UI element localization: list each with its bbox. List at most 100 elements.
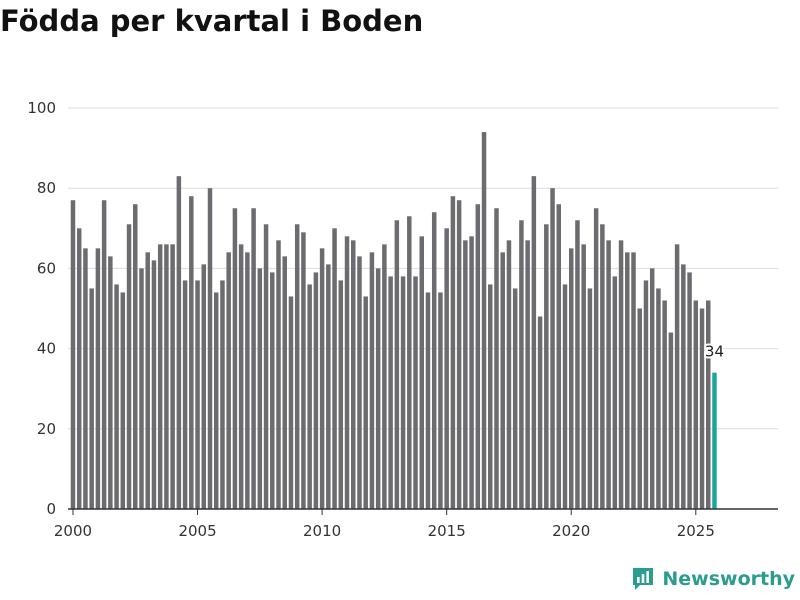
bar <box>438 292 443 509</box>
bar <box>338 280 344 509</box>
bar <box>133 204 138 510</box>
bar <box>363 296 368 509</box>
bar <box>693 300 699 509</box>
bar <box>245 252 250 510</box>
bar <box>475 204 481 510</box>
x-tick-label: 2000 <box>54 522 92 540</box>
bar <box>550 188 555 509</box>
brand-logo: Newsworthy <box>631 566 795 592</box>
bar <box>201 264 207 509</box>
last-value-label: 34 <box>705 343 724 361</box>
bar <box>375 268 381 509</box>
bar <box>500 252 505 510</box>
bar <box>431 212 437 509</box>
bar <box>606 240 611 509</box>
bar <box>469 236 474 509</box>
chart-title: Födda per kvartal i Boden <box>0 4 424 38</box>
bar <box>120 292 126 509</box>
bar <box>544 224 549 510</box>
bar <box>562 284 568 509</box>
bar <box>313 272 319 509</box>
bar <box>357 256 362 509</box>
bar <box>525 240 530 509</box>
y-tick-label: 20 <box>37 420 56 438</box>
bar <box>282 256 287 509</box>
bar <box>232 208 238 509</box>
bar <box>114 284 119 509</box>
bar <box>488 284 493 509</box>
bar-latest <box>712 372 717 509</box>
y-tick-label: 80 <box>37 179 56 197</box>
bar <box>519 220 524 509</box>
bar <box>400 276 406 509</box>
bar <box>257 268 263 509</box>
bar <box>687 272 692 509</box>
bar <box>382 244 387 509</box>
y-tick-label: 40 <box>37 340 56 358</box>
bar <box>699 308 705 509</box>
bar <box>407 216 412 509</box>
bar <box>351 240 356 509</box>
bar <box>425 292 431 509</box>
bar <box>625 252 630 510</box>
bar <box>456 200 462 510</box>
bar <box>101 200 107 510</box>
bar <box>388 276 393 509</box>
bar <box>139 268 144 509</box>
bar <box>681 264 686 509</box>
bar <box>575 220 580 509</box>
bar <box>108 256 113 509</box>
bar <box>649 268 655 509</box>
bar <box>618 240 624 509</box>
y-tick-label: 60 <box>37 259 56 277</box>
bar <box>76 228 82 510</box>
bar <box>581 244 586 509</box>
bar <box>463 240 468 509</box>
bar <box>531 176 537 510</box>
bar <box>326 264 331 509</box>
bar <box>369 252 375 510</box>
bar <box>706 300 711 509</box>
x-tick-label: 2025 <box>677 522 715 540</box>
bar <box>70 200 76 510</box>
bar <box>494 208 499 509</box>
bar <box>674 244 680 509</box>
bar <box>157 244 163 509</box>
newsworthy-logo-icon <box>633 568 654 590</box>
x-tick-label: 2005 <box>178 522 216 540</box>
bar <box>600 224 605 510</box>
bar <box>251 208 256 509</box>
bar <box>344 236 350 509</box>
bar <box>419 236 424 509</box>
bar <box>450 196 456 509</box>
bar <box>270 272 275 509</box>
bar <box>643 280 649 509</box>
bar <box>307 284 312 509</box>
bar <box>637 308 642 509</box>
bar <box>668 332 674 509</box>
bar <box>319 248 325 509</box>
bar <box>537 316 543 509</box>
bar <box>238 244 244 509</box>
bar <box>568 248 574 509</box>
x-tick-label: 2015 <box>428 522 466 540</box>
y-tick-label: 0 <box>46 500 56 518</box>
bar <box>126 224 132 510</box>
bar <box>276 240 281 509</box>
bar <box>506 240 512 509</box>
bar <box>413 276 418 509</box>
bar <box>220 280 225 509</box>
bar <box>612 276 618 509</box>
bar <box>593 208 599 509</box>
bar <box>151 260 157 509</box>
bar <box>213 292 219 509</box>
bar <box>89 288 94 509</box>
bar <box>294 224 300 510</box>
bar <box>176 176 182 510</box>
bar <box>288 296 294 509</box>
bar <box>226 252 231 510</box>
bar <box>332 228 337 510</box>
bar <box>164 244 169 509</box>
x-tick-label: 2020 <box>552 522 590 540</box>
bar <box>662 300 667 509</box>
